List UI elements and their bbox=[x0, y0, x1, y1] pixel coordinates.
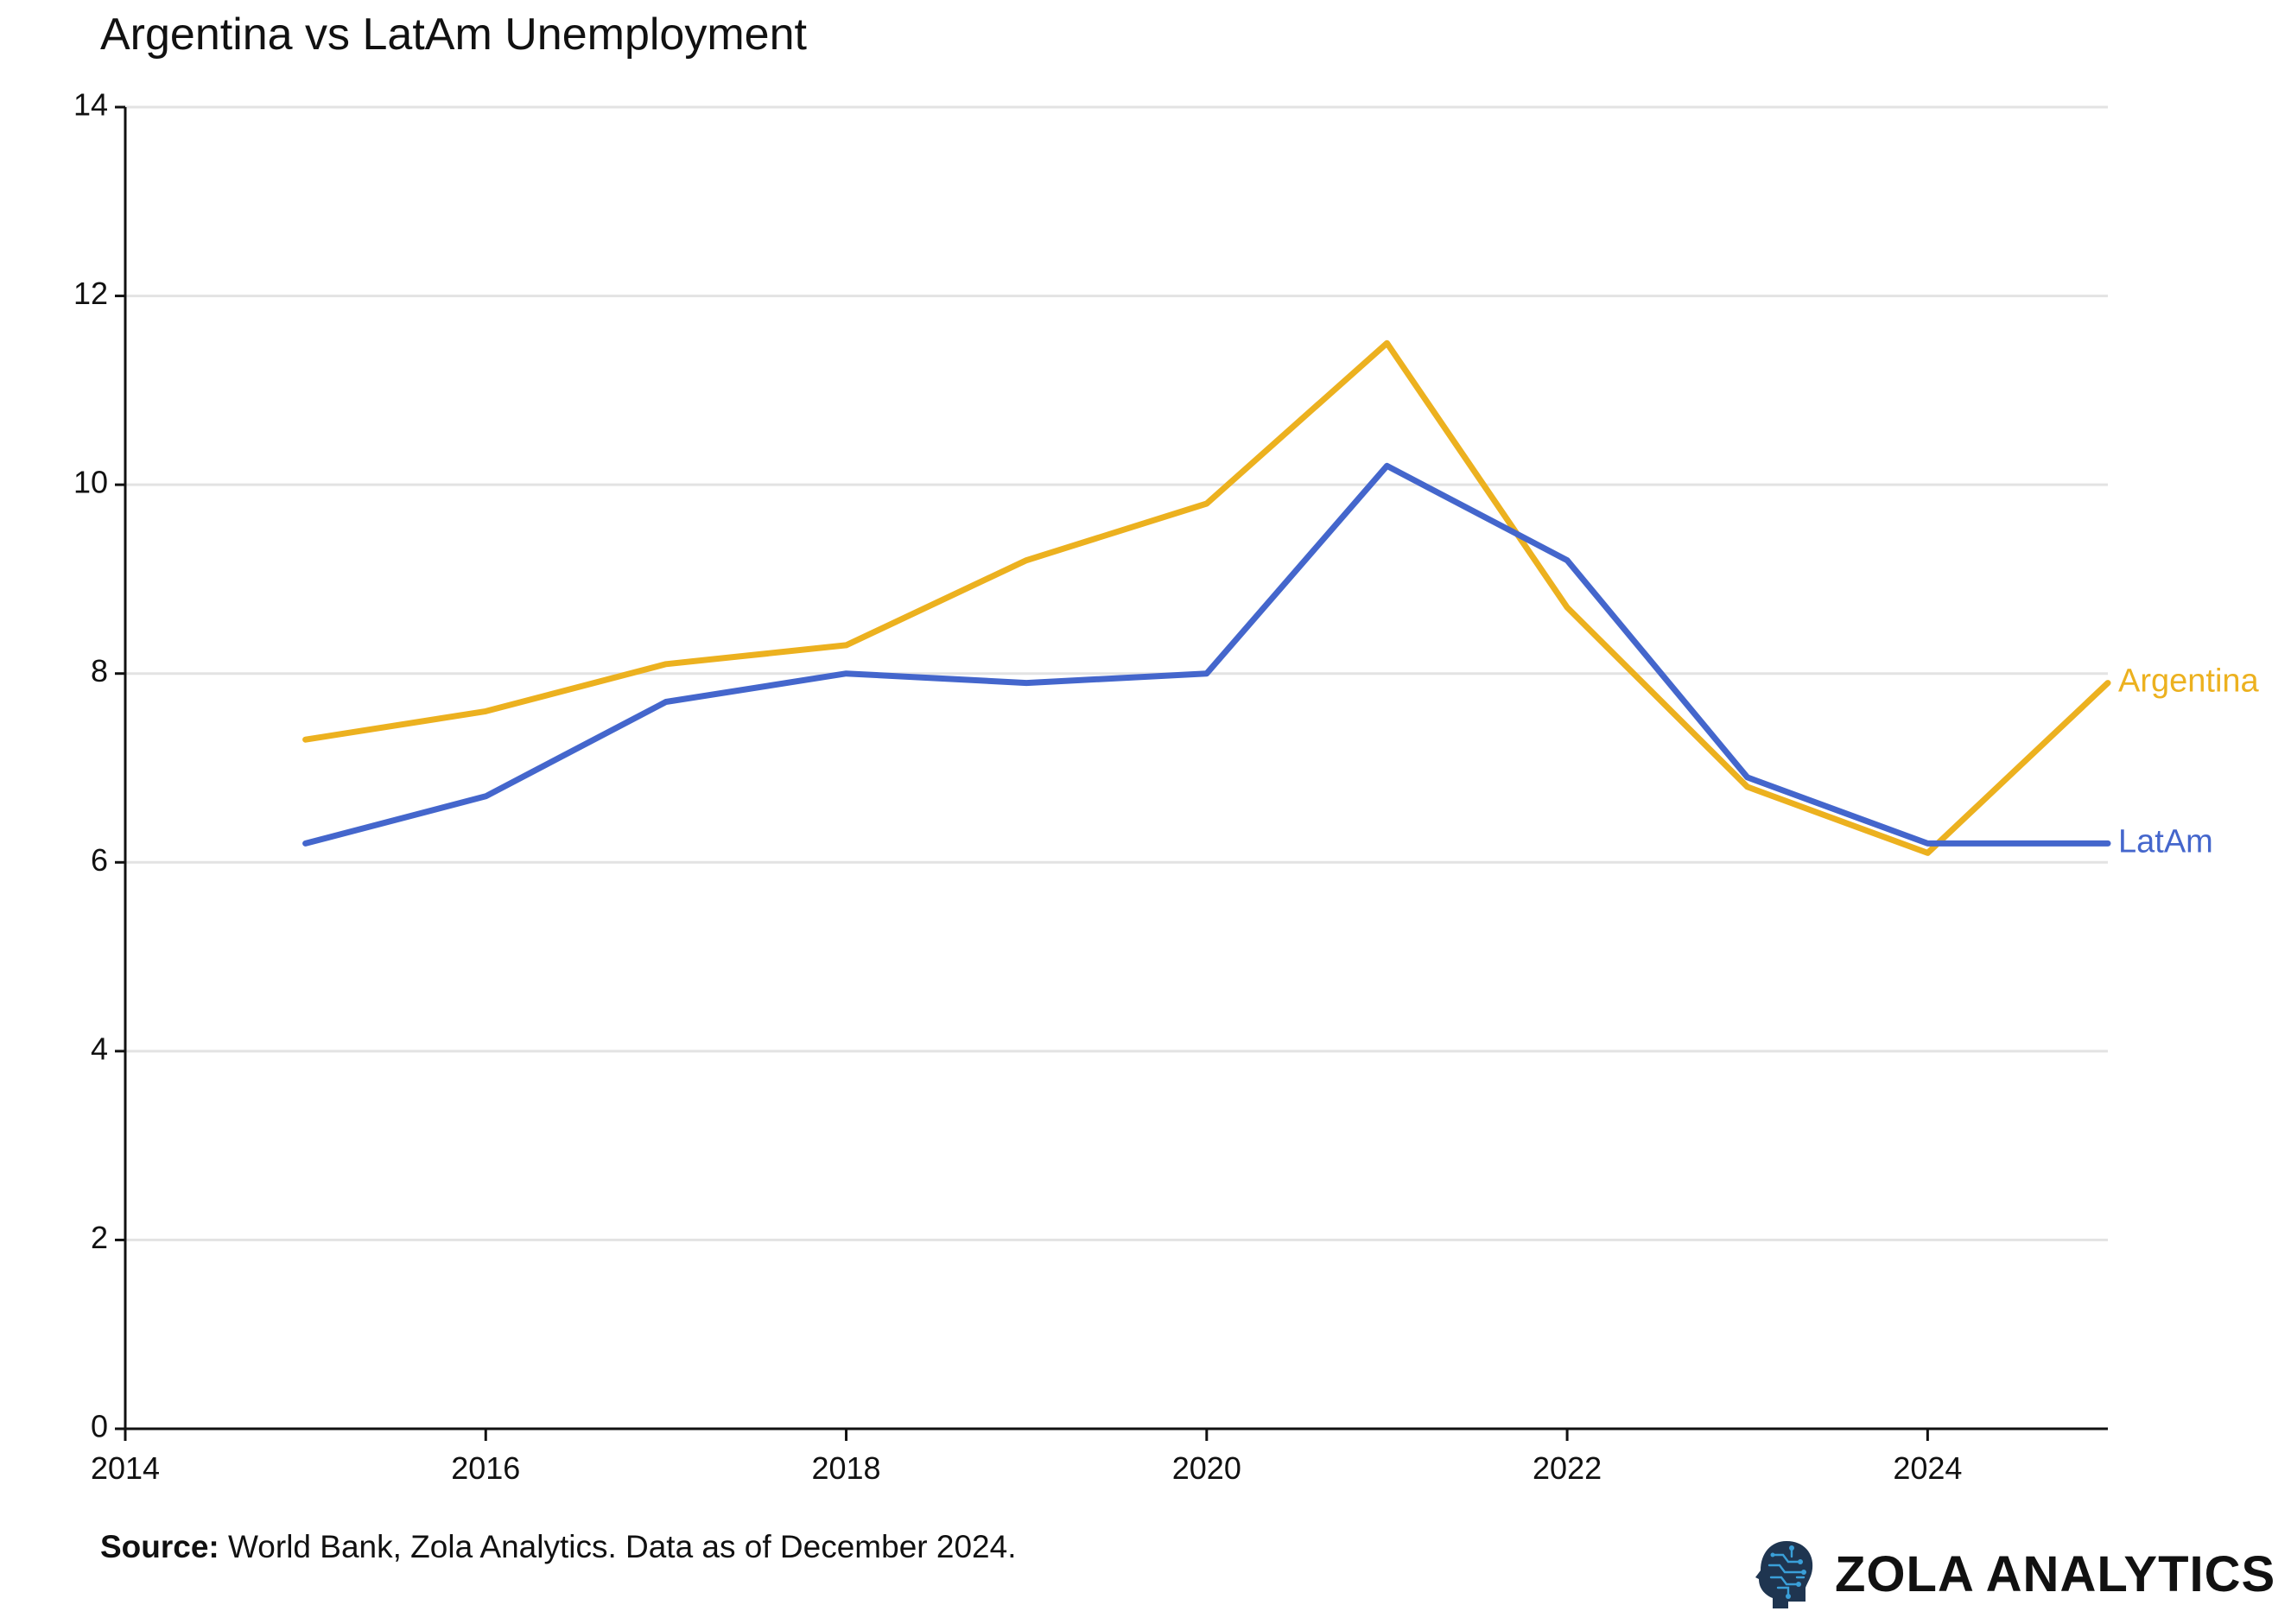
source-note: Source: World Bank, Zola Analytics. Data… bbox=[100, 1529, 1016, 1565]
axes: 0 2 4 6 8 10 12 14 2014 2016 2018 2020 2022 2024 bbox=[73, 87, 2108, 1486]
chart-title: Argentina vs LatAm Unemployment bbox=[100, 10, 807, 60]
series-lines bbox=[302, 339, 2111, 856]
series-label-argentina: Argentina bbox=[2118, 663, 2260, 700]
source-label: Source: bbox=[100, 1529, 219, 1564]
y-tick-label: 2 bbox=[91, 1220, 108, 1255]
series-label-latam: LatAm bbox=[2118, 823, 2213, 860]
brain-head-logo-icon bbox=[1755, 1541, 1813, 1608]
series-labels: Argentina LatAm bbox=[2118, 663, 2260, 860]
series-line-latam bbox=[302, 462, 2111, 847]
y-tick-label: 6 bbox=[91, 842, 108, 878]
brand-block: ZOLA ANALYTICS bbox=[1754, 1531, 2275, 1617]
x-tick-label: 2022 bbox=[1533, 1450, 1602, 1486]
x-tick-label: 2024 bbox=[1893, 1450, 1962, 1486]
y-tick-label: 12 bbox=[73, 276, 108, 311]
y-tick-label: 14 bbox=[73, 87, 108, 123]
y-tick-label: 4 bbox=[91, 1031, 108, 1066]
x-tick-label: 2018 bbox=[811, 1450, 880, 1486]
brand-name: ZOLA ANALYTICS bbox=[1835, 1545, 2276, 1602]
x-tick-label: 2020 bbox=[1172, 1450, 1241, 1486]
x-tick-label: 2014 bbox=[91, 1450, 160, 1486]
x-tick-label: 2016 bbox=[451, 1450, 520, 1486]
y-tick-label: 10 bbox=[73, 465, 108, 500]
y-tick-label: 8 bbox=[91, 653, 108, 688]
source-text: World Bank, Zola Analytics. Data as of D… bbox=[219, 1529, 1017, 1564]
series-line-argentina bbox=[302, 339, 2111, 856]
grid-lines bbox=[125, 105, 2108, 1241]
y-tick-label: 0 bbox=[91, 1409, 108, 1444]
